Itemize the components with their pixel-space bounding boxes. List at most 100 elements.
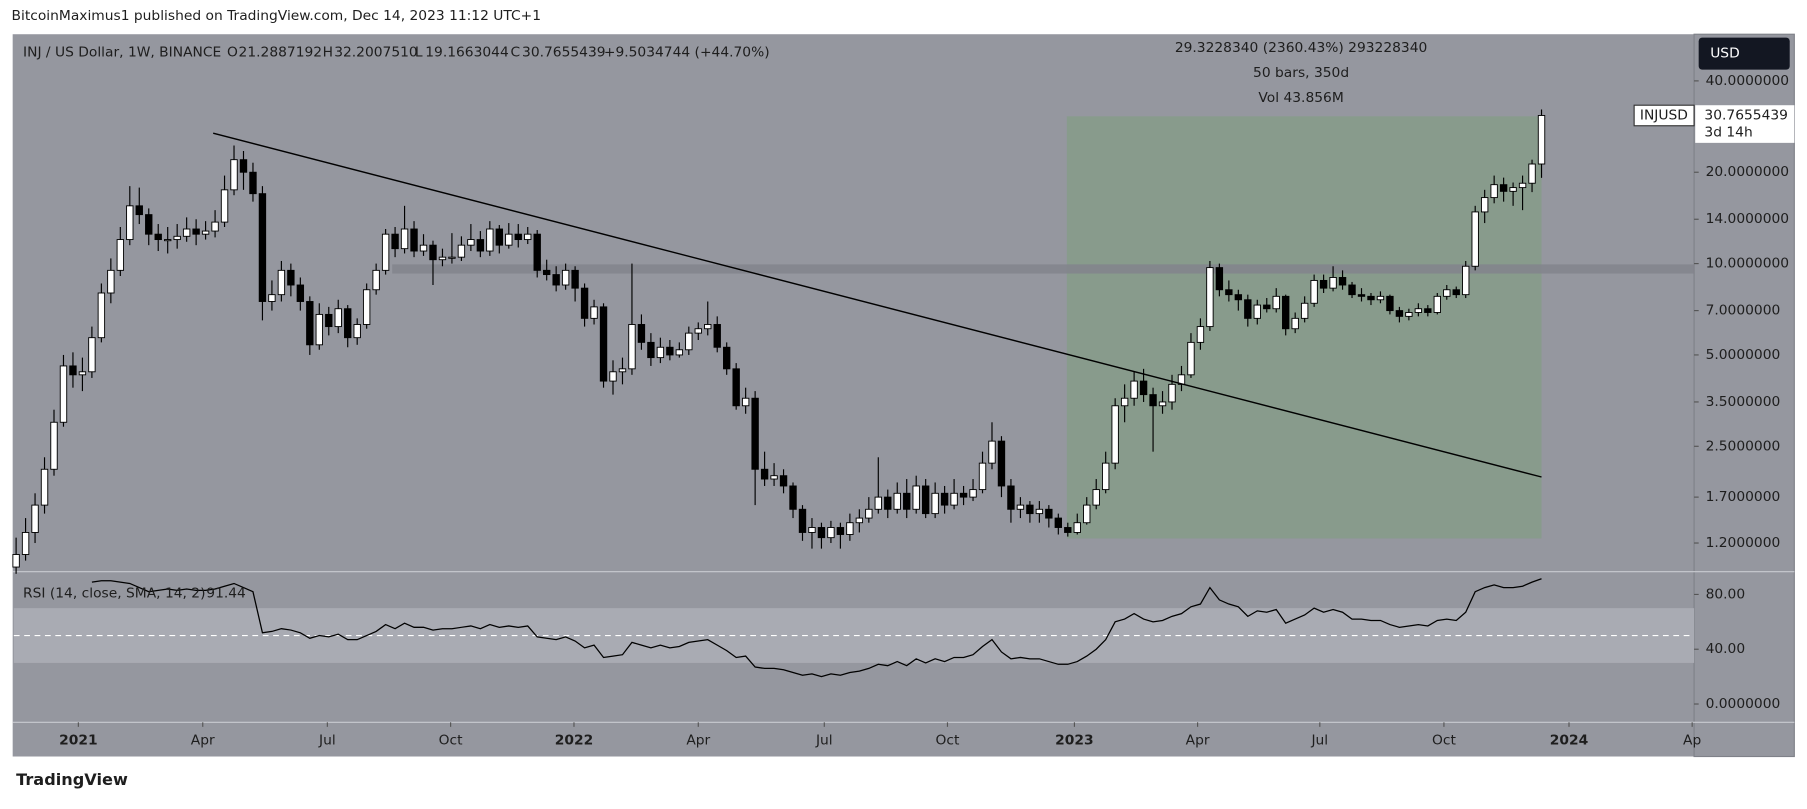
candle-body [827, 527, 835, 539]
candle-body [1357, 294, 1366, 297]
candle-body [1414, 308, 1423, 313]
candle-body [69, 365, 77, 376]
candle-body [97, 292, 106, 339]
candle-body [344, 308, 352, 339]
candle-body [239, 159, 248, 173]
y-tick-label: 10.0000000 [1706, 256, 1790, 272]
candle-body [1035, 508, 1044, 515]
candle-body [599, 306, 608, 382]
candle-body [903, 492, 911, 510]
candle-body [1338, 277, 1347, 286]
candle-body [325, 313, 333, 328]
candle-body [1424, 308, 1432, 313]
candle-body [1026, 504, 1034, 515]
candle-body [135, 205, 143, 216]
candle-body [542, 269, 551, 276]
y-tick-label: 3.5000000 [1706, 394, 1781, 410]
candle-body [571, 269, 579, 289]
y-tick-label: 40.00 [1706, 641, 1746, 657]
x-tick-label: Jul [1310, 733, 1328, 749]
candle-body [1329, 277, 1337, 289]
candle-body [921, 485, 930, 515]
candle-body [1310, 279, 1318, 304]
candle-body [1206, 267, 1214, 328]
candle-body [467, 239, 475, 246]
candle-body [1168, 383, 1176, 403]
x-tick-label: Apr [1186, 733, 1210, 749]
candle-body [817, 527, 826, 539]
candle-body [1452, 289, 1460, 296]
candle-body [552, 274, 560, 286]
currency-label: USD [1710, 46, 1740, 62]
candle-body [1101, 462, 1110, 491]
candle-body [1433, 295, 1441, 313]
candle-body [173, 235, 181, 241]
price-axis [1693, 33, 1795, 758]
candle-body [1244, 299, 1252, 319]
price-tag-box [1695, 105, 1795, 143]
candle-body [874, 496, 882, 510]
y-tick-label: 80.00 [1706, 586, 1746, 602]
rsi-value: 91.44 [206, 585, 246, 601]
candle-body [78, 371, 87, 376]
candle-body [381, 233, 390, 271]
x-tick-label: Jul [318, 733, 336, 749]
candle-body [116, 239, 125, 271]
price-tag-countdown: 3d 14h [1704, 125, 1752, 141]
candle-body [1490, 184, 1498, 199]
candle-body [741, 397, 750, 407]
candle-body [1064, 527, 1072, 533]
candle-body [561, 269, 570, 286]
candle-body [1395, 310, 1404, 317]
legend-close: 30.7655439 [522, 45, 606, 61]
candle-body [760, 468, 769, 480]
y-tick-label: 20.0000000 [1706, 164, 1790, 180]
legend-open: 21.2887192 [239, 45, 323, 61]
candle-body [1499, 184, 1508, 192]
candle-body [685, 332, 693, 351]
candle-body [1073, 522, 1081, 533]
candle-body [694, 328, 702, 334]
candle-body [997, 440, 1006, 487]
candle-body [1376, 295, 1385, 301]
candle-body [940, 492, 949, 506]
candle-body [524, 233, 532, 241]
candle-body [457, 244, 466, 258]
candle-body [88, 337, 96, 373]
symbol-title: INJ / US Dollar, 1W, BINANCE [23, 45, 221, 61]
measure-box [1066, 116, 1542, 539]
candle-body [391, 233, 399, 250]
trendline [213, 132, 1542, 478]
currency-button[interactable] [1698, 37, 1790, 70]
candle-body [362, 289, 371, 325]
candle-body [1120, 397, 1129, 407]
candle-body [1480, 197, 1489, 213]
candle-body [789, 485, 797, 510]
candle-body [448, 256, 456, 259]
legend-o: O [227, 45, 238, 61]
candle-body [126, 205, 134, 241]
candle-body [21, 532, 30, 555]
candle-body [486, 228, 494, 252]
x-tick-label: Ap [1683, 733, 1701, 749]
candle-body [1537, 115, 1546, 165]
candle-body [268, 294, 276, 302]
candle-body [1471, 211, 1479, 267]
candle-body [959, 492, 968, 498]
candle-body [846, 522, 854, 535]
footer-logo: TradingView [16, 770, 128, 789]
legend-c: C [511, 45, 521, 61]
candle-body [287, 269, 295, 286]
candle-body [1158, 401, 1167, 407]
measure-bars: 50 bars, 350d [1253, 65, 1349, 81]
candle-body [495, 228, 503, 246]
candle-body [50, 421, 58, 470]
candle-body [372, 269, 380, 291]
candle-body [429, 244, 437, 261]
candle-body [107, 269, 115, 294]
candle-body [1149, 394, 1157, 407]
candle-body [836, 527, 845, 535]
candle-body [580, 287, 589, 319]
candle-body [732, 368, 740, 407]
